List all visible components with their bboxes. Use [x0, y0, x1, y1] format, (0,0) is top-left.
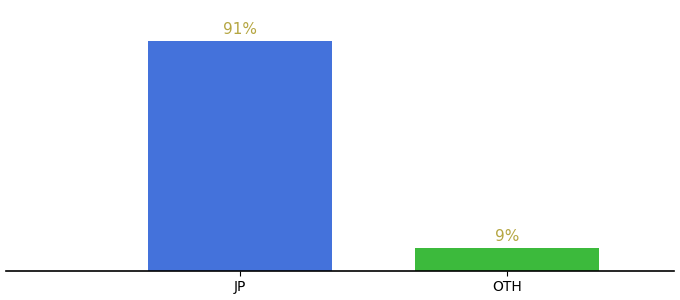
- Text: 9%: 9%: [495, 229, 520, 244]
- Bar: [148, 41, 332, 271]
- Text: 91%: 91%: [222, 22, 256, 37]
- Bar: [415, 248, 599, 271]
